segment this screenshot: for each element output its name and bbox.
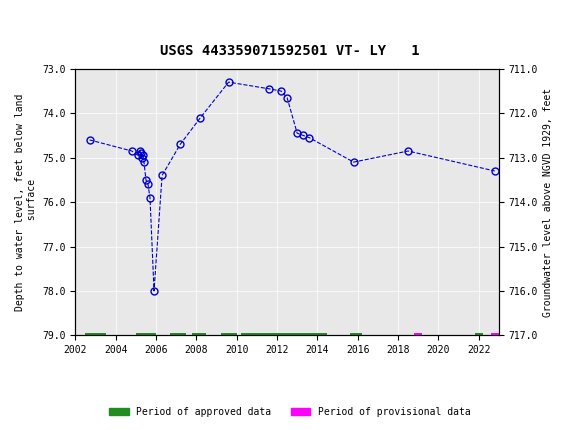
- Bar: [414, 333, 422, 338]
- Bar: [170, 333, 186, 338]
- Y-axis label: Groundwater level above NGVD 1929, feet: Groundwater level above NGVD 1929, feet: [543, 88, 553, 316]
- Bar: [220, 333, 237, 338]
- Bar: [136, 333, 156, 338]
- Bar: [491, 333, 499, 338]
- Bar: [474, 333, 483, 338]
- Y-axis label: Depth to water level, feet below land
 surface: Depth to water level, feet below land su…: [15, 93, 37, 311]
- Bar: [193, 333, 206, 338]
- Bar: [241, 333, 328, 338]
- Bar: [350, 333, 362, 338]
- Text: USGS 443359071592501 VT- LY   1: USGS 443359071592501 VT- LY 1: [160, 44, 420, 58]
- Legend: Period of approved data, Period of provisional data: Period of approved data, Period of provi…: [105, 403, 475, 421]
- Bar: [85, 333, 106, 338]
- Text: █USGS: █USGS: [12, 15, 70, 37]
